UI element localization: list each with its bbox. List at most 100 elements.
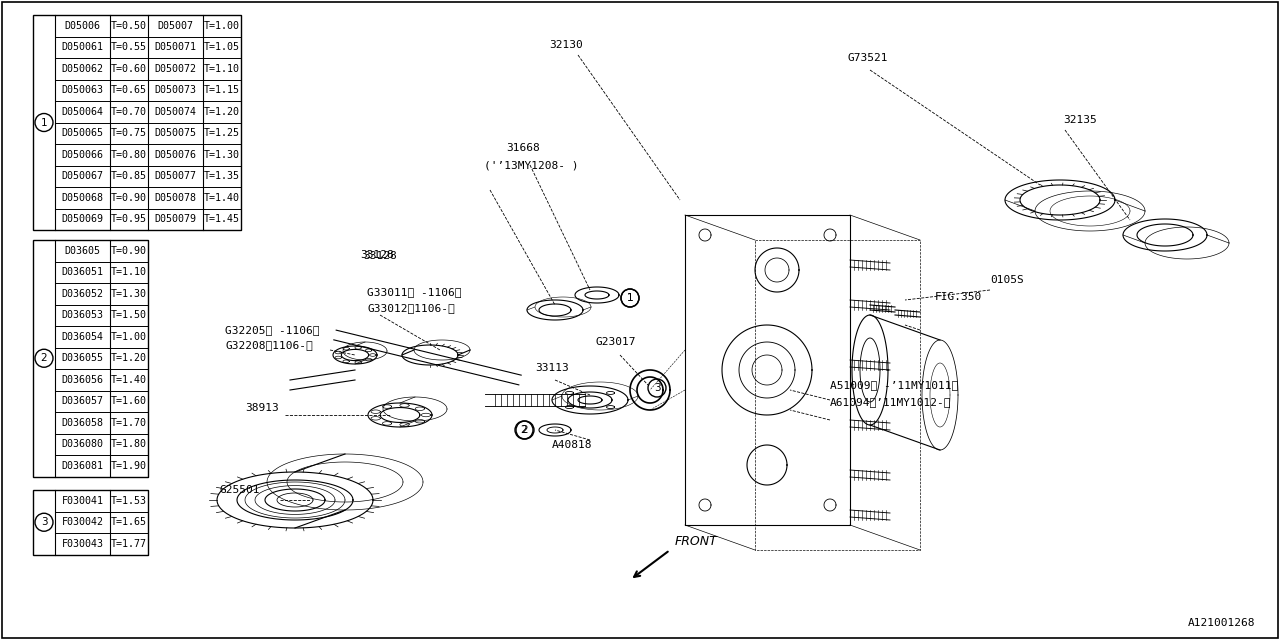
Text: D05007: D05007 bbox=[157, 20, 193, 31]
Text: T=1.25: T=1.25 bbox=[204, 128, 241, 138]
Text: G33011（ -1106）: G33011（ -1106） bbox=[367, 287, 462, 297]
Text: 33128: 33128 bbox=[360, 250, 394, 260]
Text: T=1.80: T=1.80 bbox=[111, 439, 147, 449]
Text: D050067: D050067 bbox=[61, 172, 104, 181]
Text: D050068: D050068 bbox=[61, 193, 104, 203]
Text: D050076: D050076 bbox=[155, 150, 197, 160]
Text: ('’13MY1208- ): ('’13MY1208- ) bbox=[484, 160, 579, 170]
Text: D036052: D036052 bbox=[61, 289, 104, 299]
Text: A40818: A40818 bbox=[552, 440, 593, 450]
Text: G23017: G23017 bbox=[595, 337, 635, 347]
Text: T=1.00: T=1.00 bbox=[204, 20, 241, 31]
Text: G25501: G25501 bbox=[220, 485, 261, 495]
Text: 1: 1 bbox=[627, 293, 634, 303]
Text: 1: 1 bbox=[41, 118, 47, 127]
Text: T=0.55: T=0.55 bbox=[111, 42, 147, 52]
Text: 38913: 38913 bbox=[244, 403, 279, 413]
Text: FRONT: FRONT bbox=[675, 535, 718, 548]
Text: 2: 2 bbox=[41, 353, 47, 364]
Text: T=1.45: T=1.45 bbox=[204, 214, 241, 224]
Text: T=0.75: T=0.75 bbox=[111, 128, 147, 138]
Text: T=1.53: T=1.53 bbox=[111, 496, 147, 506]
Text: F030041: F030041 bbox=[61, 496, 104, 506]
Text: F030042: F030042 bbox=[61, 517, 104, 527]
Text: 3: 3 bbox=[41, 517, 47, 527]
Text: D050072: D050072 bbox=[155, 64, 197, 74]
Text: 1: 1 bbox=[627, 293, 634, 303]
Text: T=1.30: T=1.30 bbox=[111, 289, 147, 299]
Text: D036051: D036051 bbox=[61, 268, 104, 277]
Text: 32135: 32135 bbox=[1062, 115, 1097, 125]
Text: T=0.95: T=0.95 bbox=[111, 214, 147, 224]
Text: T=1.40: T=1.40 bbox=[111, 375, 147, 385]
Text: T=1.05: T=1.05 bbox=[204, 42, 241, 52]
Text: D036054: D036054 bbox=[61, 332, 104, 342]
Text: D036055: D036055 bbox=[61, 353, 104, 364]
Text: 31668: 31668 bbox=[506, 143, 540, 153]
Text: D036058: D036058 bbox=[61, 418, 104, 428]
Text: D050077: D050077 bbox=[155, 172, 197, 181]
Text: T=1.65: T=1.65 bbox=[111, 517, 147, 527]
Text: T=0.60: T=0.60 bbox=[111, 64, 147, 74]
Text: 33128: 33128 bbox=[364, 251, 397, 261]
Text: D050071: D050071 bbox=[155, 42, 197, 52]
Text: T=1.40: T=1.40 bbox=[204, 193, 241, 203]
Bar bbox=[33, 15, 241, 230]
Text: T=0.50: T=0.50 bbox=[111, 20, 147, 31]
Text: D050069: D050069 bbox=[61, 214, 104, 224]
Bar bbox=[33, 240, 148, 477]
Text: 33113: 33113 bbox=[535, 363, 568, 373]
Text: D036057: D036057 bbox=[61, 396, 104, 406]
Text: FIG.350: FIG.350 bbox=[934, 292, 982, 302]
Text: T=1.20: T=1.20 bbox=[111, 353, 147, 364]
Text: T=0.70: T=0.70 bbox=[111, 107, 147, 116]
Text: D050079: D050079 bbox=[155, 214, 197, 224]
Text: D036056: D036056 bbox=[61, 375, 104, 385]
Text: T=1.10: T=1.10 bbox=[204, 64, 241, 74]
Text: D050073: D050073 bbox=[155, 85, 197, 95]
Text: T=1.20: T=1.20 bbox=[204, 107, 241, 116]
Text: T=0.90: T=0.90 bbox=[111, 246, 147, 256]
Text: T=0.90: T=0.90 bbox=[111, 193, 147, 203]
Text: D050061: D050061 bbox=[61, 42, 104, 52]
Text: T=1.70: T=1.70 bbox=[111, 418, 147, 428]
Text: T=1.15: T=1.15 bbox=[204, 85, 241, 95]
Text: T=1.60: T=1.60 bbox=[111, 396, 147, 406]
Text: G32208（1106-）: G32208（1106-） bbox=[225, 340, 312, 350]
Text: T=0.80: T=0.80 bbox=[111, 150, 147, 160]
Text: T=1.90: T=1.90 bbox=[111, 461, 147, 471]
Text: D050062: D050062 bbox=[61, 64, 104, 74]
Text: 3: 3 bbox=[654, 383, 660, 393]
Text: D050066: D050066 bbox=[61, 150, 104, 160]
Text: G32205（ -1106）: G32205（ -1106） bbox=[225, 325, 320, 335]
Text: T=1.77: T=1.77 bbox=[111, 539, 147, 548]
Text: T=1.50: T=1.50 bbox=[111, 310, 147, 320]
Text: D050065: D050065 bbox=[61, 128, 104, 138]
Text: D036080: D036080 bbox=[61, 439, 104, 449]
Text: D05006: D05006 bbox=[64, 20, 101, 31]
Text: A51009（ -’11MY1011）: A51009（ -’11MY1011） bbox=[829, 380, 959, 390]
Text: D036053: D036053 bbox=[61, 310, 104, 320]
Text: 32130: 32130 bbox=[549, 40, 582, 50]
Text: 2: 2 bbox=[522, 425, 529, 435]
Text: T=1.35: T=1.35 bbox=[204, 172, 241, 181]
Text: T=0.65: T=0.65 bbox=[111, 85, 147, 95]
Text: D036081: D036081 bbox=[61, 461, 104, 471]
Bar bbox=[33, 490, 148, 554]
Text: G33012（1106-）: G33012（1106-） bbox=[367, 303, 454, 313]
Text: D050063: D050063 bbox=[61, 85, 104, 95]
Text: 2: 2 bbox=[521, 425, 527, 435]
Text: T=1.30: T=1.30 bbox=[204, 150, 241, 160]
Text: D050078: D050078 bbox=[155, 193, 197, 203]
Text: A121001268: A121001268 bbox=[1188, 618, 1254, 628]
Text: D050074: D050074 bbox=[155, 107, 197, 116]
Text: T=0.85: T=0.85 bbox=[111, 172, 147, 181]
Text: F030043: F030043 bbox=[61, 539, 104, 548]
Text: D03605: D03605 bbox=[64, 246, 101, 256]
Text: T=1.10: T=1.10 bbox=[111, 268, 147, 277]
Text: A61094（’11MY1012-）: A61094（’11MY1012-） bbox=[829, 397, 951, 407]
Text: D050064: D050064 bbox=[61, 107, 104, 116]
Text: D050075: D050075 bbox=[155, 128, 197, 138]
Text: G73521: G73521 bbox=[849, 53, 888, 63]
Text: 0105S: 0105S bbox=[989, 275, 1024, 285]
